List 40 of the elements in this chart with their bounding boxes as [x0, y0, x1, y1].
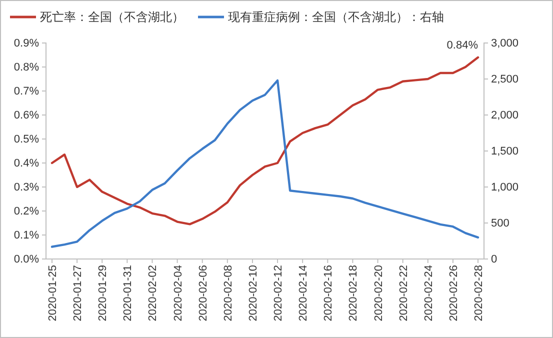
y-tick-label: 0.7% [14, 86, 40, 98]
x-tick-label: 2020-02-02 [147, 265, 160, 322]
y2-tick-label: 500 [491, 218, 510, 230]
x-tick-label: 2020-01-29 [97, 265, 110, 322]
x-tick-label: 2020-02-08 [222, 265, 234, 322]
legend-label: 现有重症病例：全国（不含湖北）：右轴 [228, 10, 444, 24]
x-tick-label: 2020-02-14 [298, 265, 310, 322]
y-tick-label: 0.0% [14, 254, 40, 266]
y-tick-label: 0.2% [14, 206, 40, 218]
line-series [50, 79, 480, 248]
annotation: 0.84% [446, 39, 478, 52]
x-tick-label: 2020-02-06 [197, 265, 210, 322]
y2-tick-label: 0 [491, 254, 498, 266]
y2-tick-label: 3,000 [491, 38, 519, 50]
y-tick-label: 0.4% [14, 158, 40, 170]
y-tick-label: 0.9% [14, 38, 40, 50]
x-tick-label: 2020-02-22 [398, 265, 410, 322]
x-tick-label: 2020-01-25 [47, 265, 59, 322]
y-tick-label: 0.3% [14, 182, 40, 194]
y2-tick-label: 2,500 [491, 74, 519, 86]
x-tick-label: 2020-02-28 [473, 265, 485, 322]
x-tick-label: 2020-02-18 [348, 265, 360, 322]
x-tick-label: 2020-02-04 [172, 265, 184, 322]
y2-tick-label: 1,500 [491, 146, 519, 158]
y-tick-label: 0.5% [14, 134, 40, 146]
x-tick-label: 2020-02-24 [422, 265, 435, 322]
legend-label: 死亡率：全国（不含湖北） [40, 10, 184, 24]
x-tick-label: 2020-01-27 [72, 265, 84, 322]
line-series [50, 56, 480, 226]
x-tick-label: 2020-02-20 [372, 265, 385, 322]
x-tick-label: 2020-02-16 [322, 265, 335, 322]
y-tick-label: 0.1% [14, 230, 40, 242]
x-tick-label: 2020-02-12 [272, 265, 285, 322]
x-tick-label: 2020-02-10 [247, 265, 260, 322]
x-tick-label: 2020-01-31 [122, 265, 134, 322]
x-tick-label: 2020-02-26 [448, 265, 460, 322]
y-tick-label: 0.6% [14, 110, 40, 122]
y2-tick-label: 1,000 [491, 182, 519, 194]
y2-tick-label: 2,000 [491, 110, 519, 122]
y-tick-label: 0.8% [14, 62, 40, 74]
